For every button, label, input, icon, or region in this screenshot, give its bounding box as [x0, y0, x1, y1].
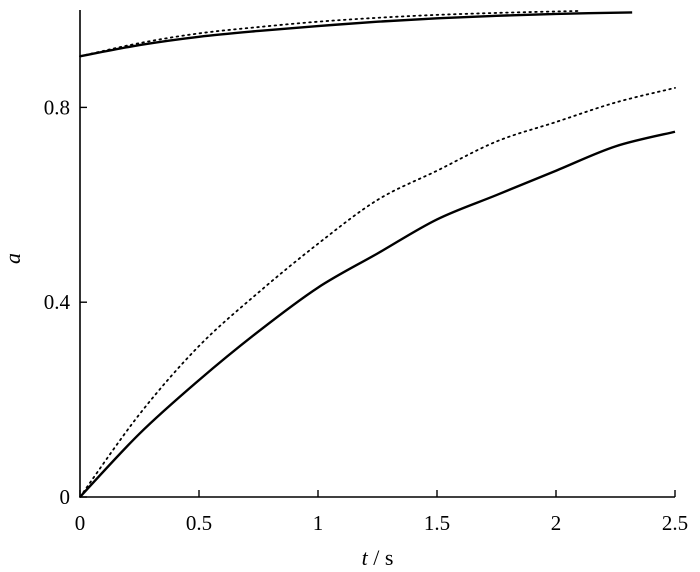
- y-tick-label: 0.8: [44, 95, 70, 119]
- x-axis-label-unit: s: [385, 545, 394, 570]
- x-tick-label: 1.5: [424, 511, 450, 535]
- x-tick-label: 2.5: [662, 511, 688, 535]
- x-tick-label: 0: [75, 511, 86, 535]
- x-tick-label: 0.5: [186, 511, 212, 535]
- series-layer: [79, 10, 676, 498]
- dotted-series-line: [79, 10, 581, 58]
- y-tick-label: 0.4: [44, 290, 71, 314]
- x-tick-label: 2: [551, 511, 562, 535]
- axes-layer: [79, 10, 675, 498]
- solid-series-line: [79, 11, 633, 58]
- x-tick-label: 1: [313, 511, 324, 535]
- ticks-layer: 0 0.5 1 1.5 2 2.5 0 0.4 0.8: [44, 95, 688, 535]
- x-axis-label: t / s: [362, 545, 394, 570]
- dotted-series-line: [79, 87, 676, 498]
- y-axis-label: a: [0, 253, 25, 264]
- solid-series-line: [79, 130, 676, 498]
- y-tick-label: 0: [60, 485, 71, 509]
- x-axis-label-variable: t: [362, 545, 369, 570]
- x-axis-label-separator: /: [368, 545, 385, 570]
